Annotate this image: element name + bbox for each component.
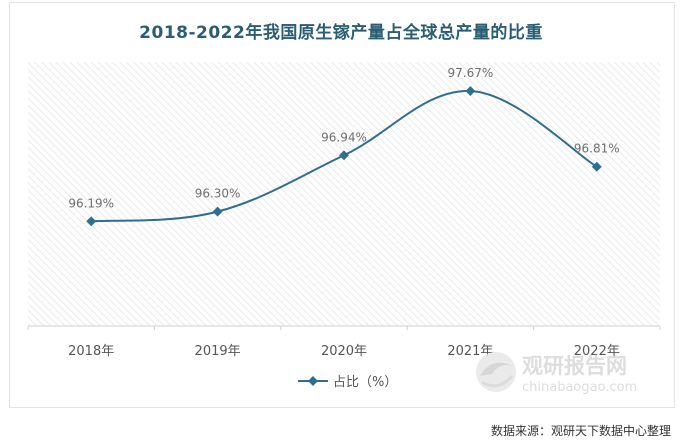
- data-point-marker: [591, 161, 602, 172]
- legend-marker-icon: [308, 376, 318, 386]
- data-label: 97.67%: [448, 66, 494, 80]
- data-label: 96.81%: [574, 142, 620, 156]
- data-label: 96.94%: [321, 130, 367, 144]
- data-point-marker: [212, 206, 223, 217]
- x-axis-label: 2018年: [68, 344, 114, 359]
- watermark-logo-icon: [476, 352, 516, 392]
- plot-area: [28, 62, 660, 326]
- x-axis-label: 2022年: [574, 344, 620, 359]
- data-label: 96.30%: [195, 187, 241, 201]
- data-source: 数据来源：观研天下数据中心整理: [490, 424, 671, 438]
- data-label: 96.19%: [68, 196, 114, 210]
- watermark-url: chinabaogao.com: [522, 380, 637, 395]
- data-point-marker: [86, 216, 97, 227]
- legend-label: 占比（%）: [333, 375, 397, 390]
- x-axis-label: 2019年: [195, 344, 241, 359]
- watermark: 观研报告网 chinabaogao.com: [476, 352, 637, 395]
- x-axis-label: 2021年: [447, 344, 493, 359]
- watermark-name: 观研报告网: [522, 354, 627, 378]
- x-axis-label: 2020年: [321, 344, 367, 359]
- legend: 占比（%）: [298, 375, 397, 390]
- data-point-marker: [339, 150, 349, 161]
- chart-title: 2018-2022年我国原生镓产量占全球总产量的比重: [139, 23, 543, 43]
